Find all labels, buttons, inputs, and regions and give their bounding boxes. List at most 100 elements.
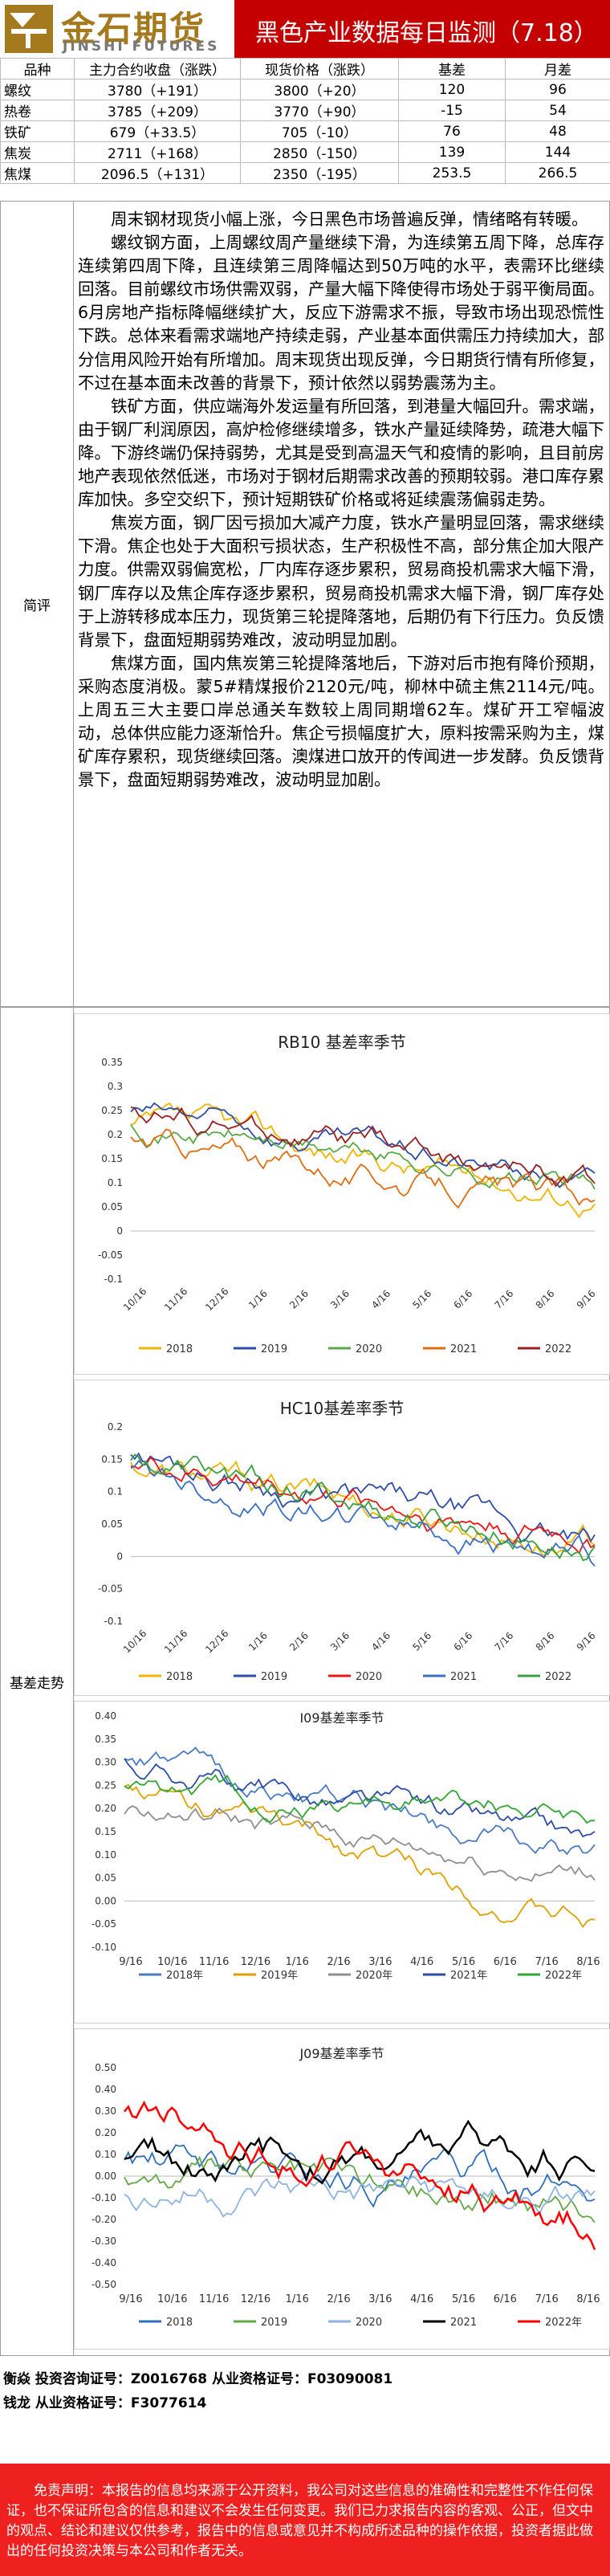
y-tick-label: 0.35 (95, 1734, 116, 1745)
x-tick-label: 11/16 (199, 1956, 229, 1968)
table-cell: 120 (398, 79, 506, 100)
y-tick-label: 0.2 (108, 1421, 123, 1433)
table-header-cell: 月差 (505, 58, 610, 79)
y-tick-label: -0.10 (92, 2192, 116, 2203)
chart-title: RB10 基差率季节 (278, 1033, 405, 1052)
table-cell: 2850（-150） (240, 141, 399, 163)
x-tick-label: 8/16 (576, 1956, 600, 1968)
analyst-line: 衡焱 投资咨询证号：Z0016768 从业资格证号：F03090081 (3, 2371, 393, 2387)
y-tick-label: 0 (116, 1225, 123, 1237)
y-tick-label: -0.20 (92, 2214, 116, 2225)
y-tick-label: 0.20 (95, 2127, 116, 2138)
logo-text-cn: 金石期货 (61, 10, 205, 50)
x-tick-label: 6/16 (451, 1630, 474, 1653)
series-line (130, 1102, 596, 1219)
x-tick-label: 12/16 (241, 2293, 270, 2305)
x-tick-label: 3/16 (368, 1956, 392, 1968)
y-tick-label: -0.1 (104, 1616, 123, 1627)
table-header-cell: 现货价格（涨跌） (240, 58, 399, 79)
y-tick-label: 0.05 (95, 1873, 116, 1884)
y-tick-label: 0.15 (101, 1453, 123, 1465)
chart-hc10: HC10基差率季节 0.2 0.15 0.1 0.05 0 -0.05 -0.1 10/16 11… (74, 1380, 610, 1696)
x-tick-label: 2/16 (327, 1956, 350, 1968)
table-cell: 253.5 (398, 162, 506, 184)
legend-label: 2020 (356, 2317, 382, 2329)
y-tick-label: 0.1 (108, 1486, 123, 1498)
y-tick-label: 0.25 (101, 1105, 123, 1116)
x-tick-label: 7/16 (493, 1630, 516, 1653)
y-tick-label: -0.30 (92, 2236, 116, 2247)
legend-label: 2021 (450, 1343, 477, 1355)
y-tick-label: 0.05 (101, 1201, 123, 1213)
legend-label: 2020年 (356, 1970, 392, 1982)
chart-j09: J09基差率季节 0.50 0.40 0.30 0.20 0.10 0.00 -0.10 -0.… (74, 2028, 610, 2350)
table-cell: 266.5 (505, 162, 610, 184)
chart-i09: I09基差率季节 0.40 0.35 0.30 0.25 0.20 0.15 0.10 0.05… (74, 1701, 610, 2024)
chart-rb10: RB10 基差率季节 0.35 0.3 0.25 0.2 0.15 0.1 0.05 0 -0.0… (74, 1013, 610, 1375)
x-tick-label: 12/16 (203, 1628, 230, 1655)
x-tick-label: 12/16 (203, 1286, 230, 1313)
comment-paragraph: 周末钢材现货小幅上涨，今日黑色市场普遍反弹，情绪略有转暖。 (111, 210, 588, 229)
x-tick-label: 10/16 (157, 1956, 187, 1968)
table-cell: 2096.5（+131） (74, 162, 241, 184)
y-tick-label: 0.05 (101, 1518, 123, 1530)
y-tick-label: 0.20 (95, 1803, 116, 1814)
x-tick-label: 5/16 (452, 2293, 475, 2305)
legend-label: 2020 (356, 1343, 382, 1355)
y-tick-label: 0.10 (95, 2149, 116, 2160)
y-tick-label: 0.1 (108, 1177, 123, 1188)
x-tick-label: 4/16 (410, 1956, 433, 1968)
legend-label: 2021 (450, 1671, 477, 1683)
chart-title: J09基差率季节 (299, 2046, 384, 2061)
x-tick-label: 8/16 (534, 1630, 557, 1653)
y-tick-label: -0.50 (92, 2279, 116, 2290)
y-tick-label: -0.05 (98, 1584, 123, 1595)
table-cell: 705（-10） (240, 120, 399, 142)
x-tick-label: 10/16 (121, 1286, 148, 1313)
logo-icon (5, 5, 53, 53)
x-tick-label: 7/16 (535, 1956, 559, 1968)
table-cell: 3800（+20） (240, 79, 399, 100)
table-cell: 铁矿 (0, 120, 75, 142)
table-cell: 2350（-195） (240, 162, 399, 184)
comment-text: 周末钢材现货小幅上涨，今日黑色市场普遍反弹，情绪略有转暖。 螺纹钢方面，上周螺纹… (78, 208, 604, 792)
table-cell: 48 (505, 120, 610, 142)
x-tick-label: 9/16 (575, 1288, 598, 1311)
comment-paragraph: 螺纹钢方面，上周螺纹周产量继续下滑，为连续第五周下降，总库存连续第四周下降，且连… (78, 233, 604, 393)
table-cell: 96 (505, 79, 610, 100)
x-tick-label: 9/16 (119, 2293, 142, 2305)
table-header-row: 品种 主力合约收盘（涨跌） 现货价格（涨跌） 基差 月差 (0, 58, 610, 79)
series-line (130, 1452, 596, 1543)
table-cell: 焦炭 (0, 141, 75, 163)
x-tick-label: 11/16 (199, 2293, 229, 2305)
y-tick-label: 0.15 (95, 1826, 116, 1837)
series-line (130, 1102, 596, 1188)
legend-label: 2022 (545, 1671, 571, 1683)
y-tick-label: 0.15 (101, 1153, 123, 1164)
y-tick-label: 0.25 (95, 1779, 116, 1791)
y-tick-label: 0.00 (95, 2170, 116, 2182)
y-tick-label: -0.1 (104, 1274, 123, 1285)
x-tick-label: 4/16 (369, 1630, 392, 1653)
series-line (124, 2155, 596, 2223)
comment-label: 简评 (1, 202, 74, 1006)
chart-title: HC10基差率季节 (280, 1399, 404, 1418)
analyst-line: 钱龙 从业资格证号：F3077614 (3, 2395, 207, 2411)
x-tick-label: 11/16 (162, 1628, 189, 1655)
table-header-cell: 品种 (0, 58, 75, 79)
table-cell: 3780（+191） (74, 79, 241, 100)
comment-section: 简评 周末钢材现货小幅上涨，今日黑色市场普遍反弹，情绪略有转暖。 螺纹钢方面，上… (0, 201, 610, 1007)
series-line (124, 2119, 596, 2185)
x-tick-label: 9/16 (119, 1956, 142, 1968)
disclaimer: 免责声明：本报告的信息均来源于公开资料，我公司对这些信息的准确性和完整性不作任何… (0, 2464, 610, 2576)
x-tick-label: 4/16 (410, 2293, 433, 2305)
table-header-cell: 主力合约收盘（涨跌） (74, 58, 241, 79)
table-row: 焦炭 2711（+168） 2850（-150） 139 144 (0, 141, 610, 163)
legend-label: 2021 (450, 2317, 477, 2329)
legend-label: 2018 (166, 1671, 193, 1683)
report-title: 黑色产业数据每日监测（7.18） (255, 19, 598, 47)
series-line (124, 2101, 596, 2251)
table-cell: 54 (505, 100, 610, 121)
table-cell: 76 (398, 120, 506, 142)
series-line (130, 1107, 596, 1188)
